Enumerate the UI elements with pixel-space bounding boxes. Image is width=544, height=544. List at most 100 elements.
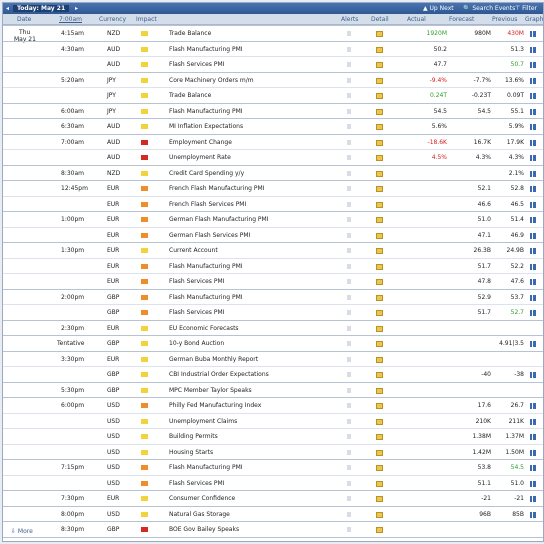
detail-icon[interactable]	[376, 465, 383, 471]
detail-icon[interactable]	[376, 449, 383, 456]
event-row[interactable]: Tentative GBP 10-y Bond Auction 4.91|3.5	[3, 335, 543, 351]
event[interactable]: German Flash Manufacturing PMI	[169, 216, 269, 223]
graph-icon[interactable]	[530, 294, 536, 301]
event-row[interactable]: 7:30pm EUR Consumer Confidence -21 -21	[3, 490, 543, 506]
graph-icon[interactable]	[530, 124, 536, 130]
graph-icon[interactable]	[530, 31, 536, 37]
alert-icon[interactable]	[347, 341, 351, 346]
detail-icon[interactable]	[376, 279, 383, 285]
event[interactable]: Trade Balance	[169, 30, 212, 37]
alert-icon[interactable]	[347, 325, 351, 331]
event[interactable]: Credit Card Spending y/y	[169, 169, 245, 177]
event[interactable]: Housing Starts	[169, 448, 214, 456]
detail-icon[interactable]	[376, 93, 383, 99]
alert-icon[interactable]	[347, 480, 351, 486]
alert-icon[interactable]	[347, 108, 351, 114]
event-row[interactable]: JPY Trade Balance 0.24T -0.23T 0.09T	[3, 87, 543, 103]
event[interactable]: German Buba Monthly Report	[169, 355, 259, 363]
event-row[interactable]: 3:30pm EUR German Buba Monthly Report	[3, 350, 543, 367]
detail-icon[interactable]	[376, 527, 383, 533]
event[interactable]: Flash Manufacturing PMI	[169, 107, 243, 115]
up-next[interactable]: ▲ Up Next	[423, 5, 454, 12]
graph-icon[interactable]	[530, 449, 536, 456]
alert-icon[interactable]	[347, 496, 351, 501]
alert-icon[interactable]	[347, 248, 351, 253]
event-row[interactable]: Thu May 21 4:15am NZD Trade Balance 1920M 980M…	[3, 25, 543, 43]
detail-icon[interactable]	[376, 139, 383, 146]
event[interactable]: Flash Manufacturing PMI	[169, 45, 243, 53]
detail-icon[interactable]	[376, 511, 383, 518]
alert-icon[interactable]	[347, 31, 351, 36]
event[interactable]: Flash Manufacturing PMI	[169, 262, 243, 270]
next[interactable]: ▸	[75, 5, 79, 12]
event[interactable]: Unemployment Claims	[169, 417, 238, 425]
alert-icon[interactable]	[347, 217, 351, 222]
graph-icon[interactable]	[530, 155, 536, 161]
graph-icon[interactable]	[530, 418, 536, 425]
event-row[interactable]: 5:20am JPY Core Machinery Orders m/m -9.4% -…	[3, 71, 543, 88]
event[interactable]: Building Permits	[169, 433, 218, 440]
event[interactable]: FOMC Member Barkin Speaks	[169, 542, 258, 543]
event[interactable]: Core Machinery Orders m/m	[169, 76, 254, 84]
graph-icon[interactable]	[530, 372, 536, 378]
graph-icon[interactable]	[530, 77, 536, 84]
alert-icon[interactable]	[347, 232, 351, 238]
event[interactable]: Philly Fed Manufacturing Index	[169, 402, 262, 409]
event-row[interactable]: USD Flash Services PMI 51.1 51.0	[3, 474, 543, 491]
alert-icon[interactable]	[347, 511, 351, 517]
event[interactable]: BOE Gov Bailey Speaks	[169, 526, 240, 533]
more[interactable]: ⇩ More	[11, 528, 33, 535]
event-row[interactable]: 6:00pm USD Philly Fed Manufacturing Index 1…	[3, 397, 543, 413]
event-row[interactable]: 7:00am AUD Employment Change -18.6K 16.7K 17.…	[3, 133, 543, 150]
event[interactable]: MPC Member Taylor Speaks	[169, 386, 252, 394]
detail-icon[interactable]	[376, 418, 383, 425]
detail-icon[interactable]	[376, 62, 383, 68]
alert-icon[interactable]	[347, 170, 351, 176]
event[interactable]: German Flash Services PMI	[169, 231, 251, 239]
event-row[interactable]: 12:45pm EUR French Flash Manufacturing PMI…	[3, 180, 543, 196]
filter[interactable]: ⊤ Filter	[515, 5, 537, 12]
today[interactable]: Today: May 21	[13, 5, 70, 12]
detail-icon[interactable]	[376, 31, 383, 37]
graph-icon[interactable]	[530, 434, 536, 440]
event[interactable]: Employment Change	[169, 138, 232, 146]
event[interactable]: Flash Manufacturing PMI	[169, 464, 243, 471]
detail-icon[interactable]	[376, 46, 383, 53]
event[interactable]: CBI Industrial Order Expectations	[169, 371, 269, 378]
event-row[interactable]: USD Unemployment Claims 210K 211K	[3, 412, 543, 429]
event-row[interactable]: 2:30pm EUR EU Economic Forecasts	[3, 319, 543, 336]
graph-icon[interactable]	[530, 62, 536, 68]
graph-icon[interactable]	[530, 341, 536, 347]
alert-icon[interactable]	[347, 434, 351, 439]
alert-icon[interactable]	[347, 418, 351, 424]
graph-icon[interactable]	[530, 217, 536, 223]
detail-icon[interactable]	[376, 217, 383, 223]
detail-icon[interactable]	[376, 232, 383, 239]
detail-icon[interactable]	[376, 186, 383, 192]
graph-icon[interactable]	[530, 248, 536, 254]
detail-icon[interactable]	[376, 155, 383, 161]
detail-icon[interactable]	[376, 403, 383, 409]
event-row[interactable]: 8:30pm GBP BOE Gov Bailey Speaks	[3, 521, 543, 537]
event-row[interactable]: 9:50pm USD FOMC Member Barkin Speaks	[3, 536, 543, 543]
graph-icon[interactable]	[530, 279, 536, 285]
alert-icon[interactable]	[347, 403, 351, 408]
event[interactable]: Consumer Confidence	[169, 495, 236, 502]
graph-icon[interactable]	[530, 480, 536, 487]
event-row[interactable]: GBP Flash Services PMI 51.7 52.7	[3, 304, 543, 320]
event[interactable]: Trade Balance	[169, 92, 212, 99]
event[interactable]: Flash Services PMI	[169, 479, 225, 487]
alert-icon[interactable]	[347, 201, 351, 207]
event[interactable]: Flash Manufacturing PMI	[169, 293, 243, 301]
alert-icon[interactable]	[347, 155, 351, 160]
event-row[interactable]: EUR French Flash Services PMI 46.6 46.5	[3, 195, 543, 212]
event[interactable]: French Flash Manufacturing PMI	[169, 185, 265, 192]
detail-icon[interactable]	[376, 341, 383, 347]
alert-icon[interactable]	[347, 465, 351, 470]
event[interactable]: Flash Services PMI	[169, 61, 225, 68]
alert-icon[interactable]	[347, 77, 351, 83]
event-row[interactable]: 5:30pm GBP MPC Member Taylor Speaks	[3, 381, 543, 398]
event-row[interactable]: 6:00am JPY Flash Manufacturing PMI 54.5 54.5…	[3, 102, 543, 119]
event[interactable]: French Flash Services PMI	[169, 200, 247, 208]
detail-icon[interactable]	[376, 387, 383, 394]
